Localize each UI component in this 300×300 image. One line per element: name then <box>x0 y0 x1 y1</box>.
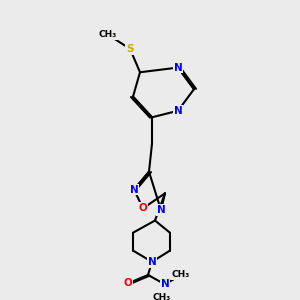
Text: S: S <box>126 44 134 54</box>
Text: N: N <box>174 106 182 116</box>
Text: CH₃: CH₃ <box>172 271 190 280</box>
Text: O: O <box>139 203 147 213</box>
Text: N: N <box>130 184 138 195</box>
Text: CH₃: CH₃ <box>99 30 117 39</box>
Text: O: O <box>124 278 132 288</box>
Text: CH₃: CH₃ <box>153 293 171 300</box>
Text: N: N <box>174 63 182 73</box>
Text: N: N <box>160 279 169 289</box>
Text: N: N <box>148 257 156 267</box>
Text: N: N <box>157 205 165 215</box>
